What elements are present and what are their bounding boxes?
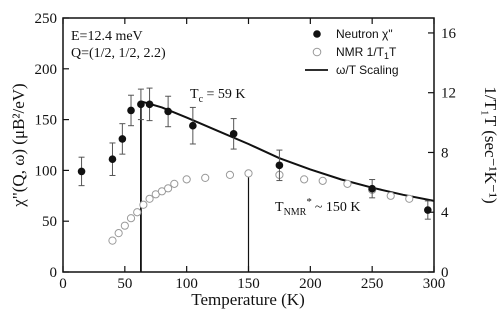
nmr-point	[244, 169, 253, 178]
x-tick-label: 50	[117, 276, 132, 292]
x-axis-ticks: 0 50 100 150 200 250 300	[59, 18, 445, 292]
legend: Neutron χ" NMR 1/T1T ω/T Scaling	[305, 27, 399, 77]
nmr-point	[120, 221, 129, 230]
nmr-point	[133, 208, 142, 217]
neutron-point	[275, 161, 284, 170]
nmr-point	[126, 214, 136, 223]
right-y-tick-label: 0	[441, 265, 449, 281]
x-tick-label: 0	[59, 276, 67, 292]
scaling-curve-group	[140, 100, 435, 202]
nmr-point	[300, 175, 309, 184]
neutron-point	[164, 107, 172, 116]
x-tick-label: 150	[237, 276, 260, 292]
nmr-points-group	[108, 169, 414, 245]
x-tick-label: 250	[361, 276, 384, 292]
left-y-tick-label: 200	[35, 62, 58, 78]
x-tick-label: 100	[175, 276, 198, 292]
tnmr-annotation: TNMR* ~ 150 K	[275, 196, 361, 218]
nmr-point	[114, 229, 123, 238]
right-y-tick-label: 8	[441, 145, 449, 161]
right-y-tick-label: 12	[441, 86, 456, 102]
legend-nmr-marker	[312, 47, 322, 57]
legend-scaling-label: ω/T Scaling	[336, 63, 399, 77]
nmr-point	[343, 179, 352, 188]
left-y-axis-ticks: 0 50 100 150 200 250	[35, 11, 69, 281]
neutron-point	[229, 130, 238, 138]
energy-annotation: E=12.4 meV	[71, 29, 143, 44]
neutron-point	[127, 106, 135, 115]
neutron-points-group	[77, 87, 432, 220]
nmr-point	[386, 191, 395, 200]
nmr-point	[405, 194, 414, 203]
nmr-point	[145, 194, 154, 203]
right-y-axis-title: 1/T₁T (sec⁻¹K⁻¹)	[481, 86, 500, 203]
marker-lines	[140, 104, 250, 272]
neutron-point	[108, 155, 117, 164]
left-y-tick-label: 150	[35, 113, 58, 129]
legend-neutron-label: Neutron χ"	[336, 27, 393, 41]
right-y-tick-label: 16	[441, 26, 457, 42]
left-y-tick-label: 0	[50, 265, 58, 281]
nmr-point	[201, 173, 210, 182]
right-y-axis-ticks: 0 4 8 12 16	[428, 26, 457, 281]
left-y-axis-title: χ"(Q, ω) (μB²/eV)	[9, 83, 28, 207]
left-y-tick-label: 250	[35, 11, 58, 27]
nmr-point	[182, 175, 191, 184]
nmr-point	[225, 170, 235, 179]
legend-neutron-marker	[313, 30, 321, 38]
x-tick-label: 200	[299, 276, 322, 292]
neutron-point	[137, 100, 145, 109]
neutron-point	[77, 167, 86, 176]
neutron-point	[118, 135, 127, 143]
x-tick-label: 300	[423, 276, 446, 292]
neutron-point	[424, 206, 432, 214]
legend-nmr-label: NMR 1/T1T	[336, 45, 397, 61]
neutron-point	[145, 100, 154, 109]
tc-annotation: Tc = 59 K	[190, 87, 246, 105]
nmr-point	[170, 179, 179, 188]
left-y-tick-label: 100	[35, 163, 58, 179]
x-axis-title: Temperature (K)	[191, 290, 305, 309]
left-y-tick-label: 50	[42, 214, 57, 230]
neutron-point	[368, 184, 376, 193]
neutron-point	[189, 121, 197, 130]
right-y-tick-label: 4	[441, 205, 449, 221]
nmr-point	[164, 184, 173, 193]
nmr-point	[108, 236, 117, 245]
nmr-point	[318, 176, 327, 185]
scaling-curve	[140, 100, 435, 202]
q-vector-annotation: Q=(1/2, 1/2, 2.2)	[71, 46, 166, 61]
nmr-point	[139, 200, 148, 209]
